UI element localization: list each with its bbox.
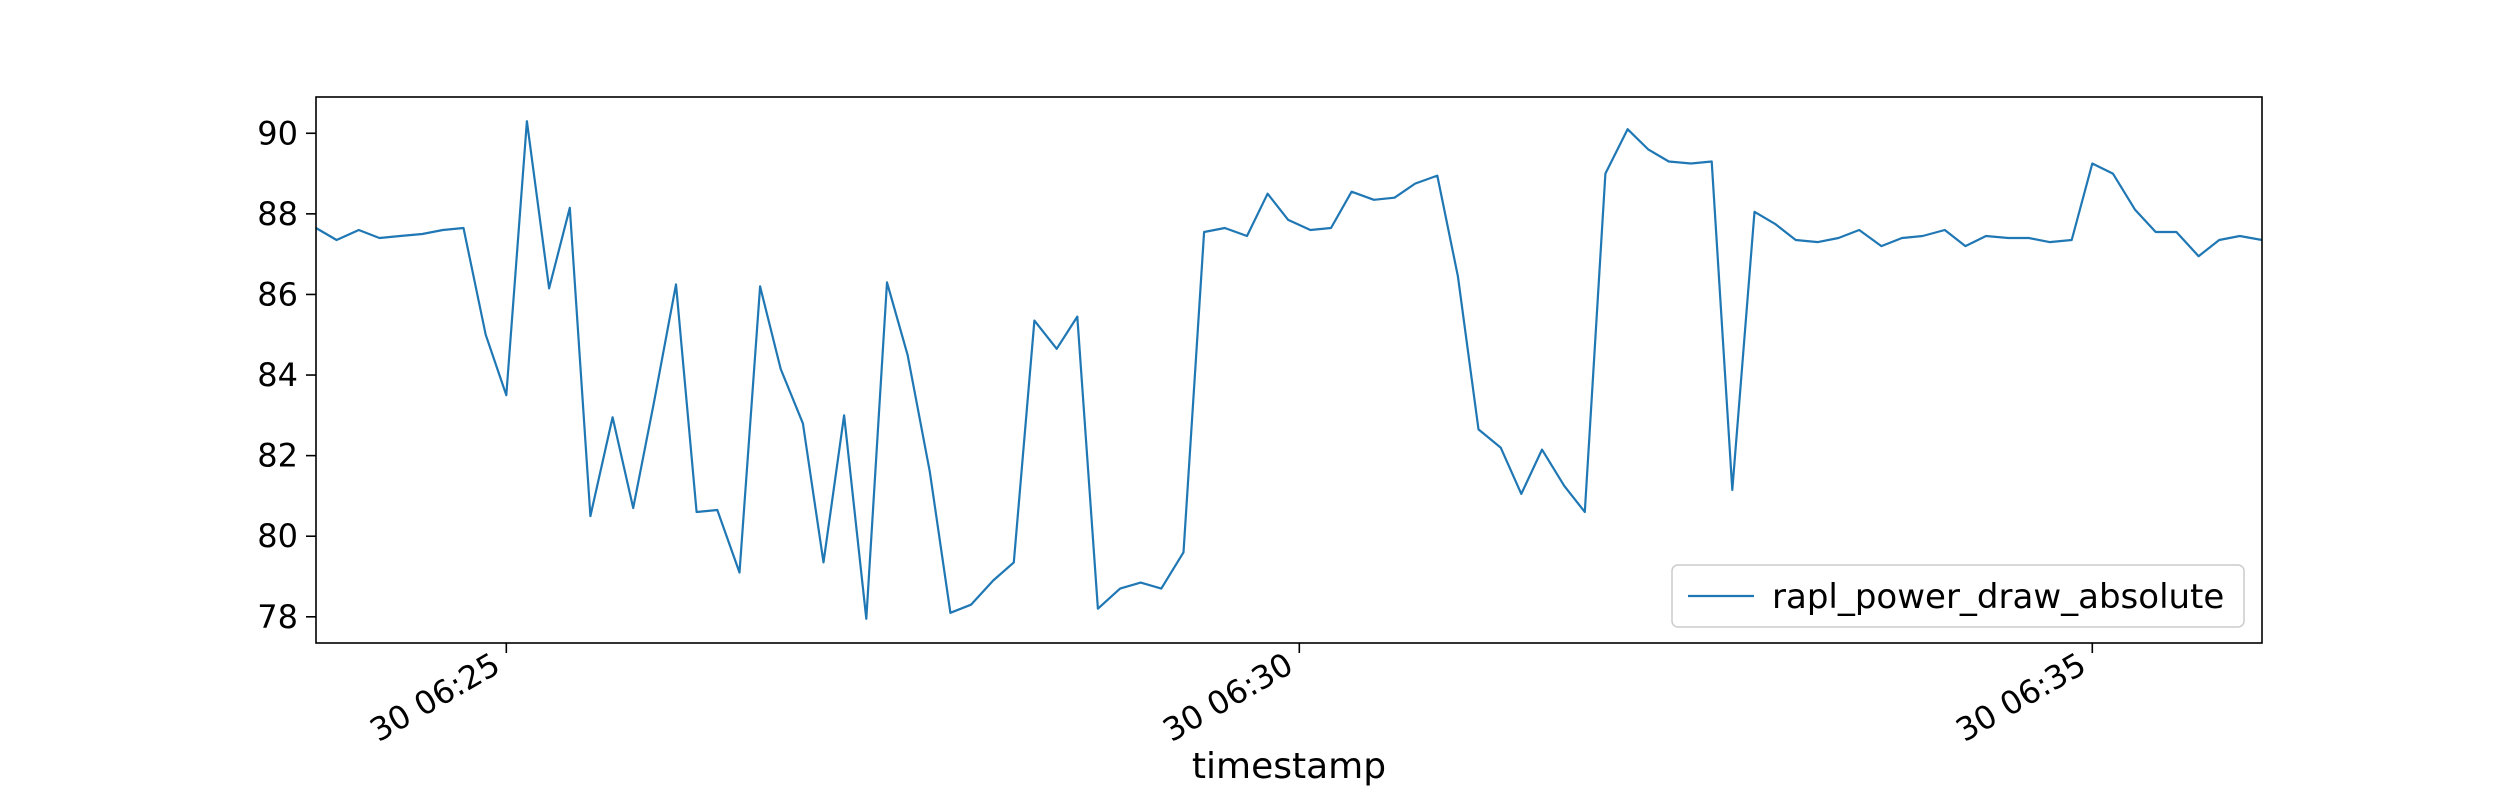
- legend: rapl_power_draw_absolute: [1671, 564, 2245, 628]
- y-tick-label: 86: [257, 275, 298, 313]
- y-tick-label: 84: [257, 356, 298, 394]
- legend-label-rapl-power-draw-absolute: rapl_power_draw_absolute: [1772, 577, 2224, 617]
- y-tick-label: 90: [257, 114, 298, 152]
- y-axis: 78 80 82 84 86 88 90: [257, 114, 316, 636]
- y-tick-label: 78: [257, 598, 298, 636]
- y-tick-label: 82: [257, 437, 298, 475]
- y-tick-label: 88: [257, 195, 298, 233]
- series-line-rapl-power-draw-absolute: [315, 120, 2263, 620]
- axes-frame: [315, 96, 2263, 644]
- y-tick-label: 80: [257, 517, 298, 555]
- x-axis-label: timestamp: [1192, 746, 1386, 787]
- legend-box: [1671, 564, 2245, 628]
- series-layer: [315, 120, 2263, 620]
- plot-area: [315, 96, 2263, 644]
